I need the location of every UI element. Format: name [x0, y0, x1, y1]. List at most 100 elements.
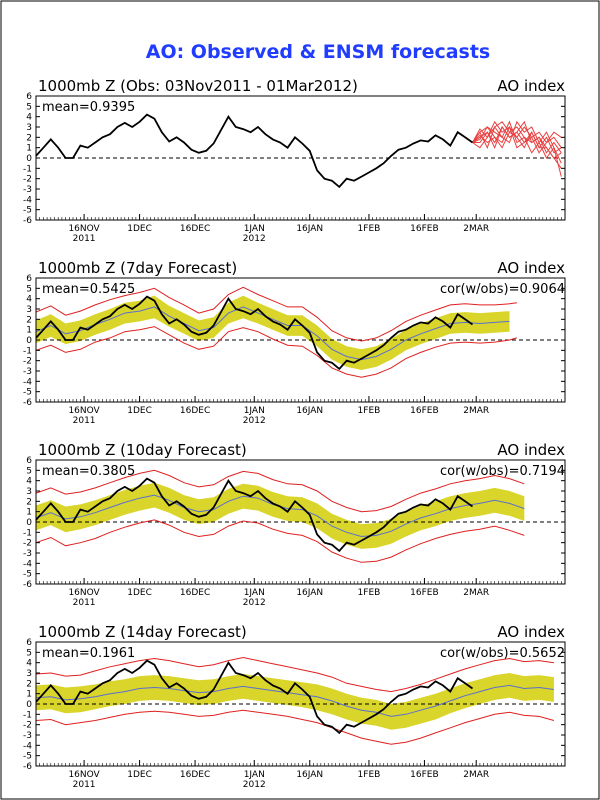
- y-tick-label: 0: [26, 518, 32, 528]
- y-tick-label: -5: [23, 570, 32, 580]
- y-tick-label: -4: [23, 559, 32, 569]
- panel-index-label: AO index: [497, 259, 565, 277]
- ensemble-lower-bound-line: [35, 519, 525, 563]
- x-tick-label: 16JAN: [296, 406, 323, 416]
- y-tick-label: -1: [23, 710, 32, 720]
- x-tick-label: 16FEB: [410, 224, 439, 234]
- y-tick-label: -4: [23, 377, 32, 387]
- ensemble-spread-band: [36, 295, 510, 370]
- y-tick-label: 3: [26, 669, 32, 679]
- y-tick-label: -3: [23, 367, 32, 377]
- ensemble-mean-line: [35, 306, 510, 361]
- x-tick-label: 1JAN: [244, 406, 265, 416]
- ensemble-member-line: [472, 120, 562, 154]
- y-tick-label: -6: [23, 762, 32, 772]
- ensemble-upper-bound-line: [35, 656, 554, 693]
- y-tick-label: -6: [23, 580, 32, 590]
- y-tick-label: 1: [26, 508, 32, 518]
- x-tick-label: 1DEC: [127, 224, 152, 234]
- y-tick-label: 4: [26, 295, 32, 305]
- x-tick-label: 1JAN: [244, 770, 265, 780]
- y-tick-label: 6: [26, 456, 32, 466]
- panel-title: 1000mb Z (10day Forecast): [38, 441, 247, 459]
- x-tick-label: 2MAR: [463, 224, 489, 234]
- x-tick-label: 1DEC: [127, 406, 152, 416]
- y-tick-label: 2: [26, 133, 32, 143]
- y-tick-label: -2: [23, 175, 32, 185]
- x-tick-year-label: 2012: [243, 416, 266, 426]
- ensemble-member-line: [472, 120, 562, 154]
- ensemble-lower-bound-line: [35, 709, 555, 745]
- y-tick-label: -3: [23, 549, 32, 559]
- y-tick-label: 6: [26, 274, 32, 284]
- x-tick-label: 16DEC: [180, 406, 210, 416]
- x-tick-year-label: 2011: [73, 234, 96, 244]
- x-tick-label: 16NOV: [68, 406, 100, 416]
- y-tick-label: -4: [23, 741, 32, 751]
- y-tick-label: 3: [26, 487, 32, 497]
- ensemble-upper-bound-line: [35, 469, 525, 513]
- ensemble-mean-line: [35, 684, 554, 717]
- x-tick-label: 2MAR: [463, 588, 489, 598]
- y-tick-label: -5: [23, 388, 32, 398]
- y-tick-label: 5: [26, 284, 32, 294]
- y-tick-label: -2: [23, 357, 32, 367]
- panel-correlation-label: cor(w/obs)=0.9064: [440, 282, 565, 297]
- y-tick-label: -5: [23, 206, 32, 216]
- panel-index-label: AO index: [497, 623, 565, 641]
- ensemble-lower-bound-line: [35, 326, 518, 378]
- panel-correlation-label: cor(w/obs)=0.7194: [440, 464, 565, 479]
- panel-title: 1000mb Z (7day Forecast): [38, 259, 237, 277]
- x-tick-year-label: 2012: [243, 780, 266, 790]
- y-tick-label: 6: [26, 92, 32, 102]
- y-tick-label: 5: [26, 466, 32, 476]
- x-tick-label: 16NOV: [68, 770, 100, 780]
- x-tick-label: 1FEB: [358, 406, 381, 416]
- y-tick-label: 1: [26, 326, 32, 336]
- panel-observed: 1000mb Z (Obs: 03Nov2011 - 01Mar2012) AO…: [23, 77, 566, 244]
- observed-ao-line: [35, 477, 474, 553]
- x-tick-label: 1FEB: [358, 224, 381, 234]
- figure-title: AO: Observed & ENSM forecasts: [146, 41, 491, 63]
- y-tick-label: 0: [26, 154, 32, 164]
- x-tick-label: 16JAN: [296, 770, 323, 780]
- panel-title: 1000mb Z (Obs: 03Nov2011 - 01Mar2012): [38, 77, 358, 95]
- x-tick-label: 1DEC: [127, 770, 152, 780]
- y-tick-label: -1: [23, 528, 32, 538]
- ensemble-spread-band: [36, 482, 525, 549]
- y-tick-label: 3: [26, 305, 32, 315]
- x-tick-label: 1JAN: [244, 224, 265, 234]
- panel-14day-forecast: 1000mb Z (14day Forecast) AO index mean=…: [23, 623, 566, 790]
- y-tick-label: -2: [23, 721, 32, 731]
- x-tick-year-label: 2012: [243, 598, 266, 608]
- y-tick-label: -3: [23, 731, 32, 741]
- y-tick-label: -3: [23, 185, 32, 195]
- panel-10day-forecast: 1000mb Z (10day Forecast) AO index mean=…: [23, 441, 566, 608]
- y-tick-label: 2: [26, 315, 32, 325]
- x-tick-year-label: 2011: [73, 598, 96, 608]
- observed-ao-line: [35, 659, 474, 735]
- x-tick-label: 16JAN: [296, 224, 323, 234]
- ensemble-spread-band: [36, 673, 554, 730]
- panel-mean-label: mean=0.9395: [42, 100, 135, 115]
- x-tick-label: 16JAN: [296, 588, 323, 598]
- x-tick-year-label: 2011: [73, 780, 96, 790]
- x-tick-label: 2MAR: [463, 406, 489, 416]
- ensemble-upper-bound-line: [35, 286, 517, 342]
- observed-ao-line: [35, 295, 474, 371]
- y-tick-label: -6: [23, 398, 32, 408]
- panel-index-label: AO index: [497, 441, 565, 459]
- observed-ao-line: [35, 113, 474, 189]
- x-tick-label: 16FEB: [410, 406, 439, 416]
- x-tick-label: 1FEB: [358, 770, 381, 780]
- x-tick-label: 16DEC: [180, 224, 210, 234]
- x-tick-label: 16FEB: [410, 770, 439, 780]
- y-tick-label: -1: [23, 164, 32, 174]
- x-tick-year-label: 2012: [243, 234, 266, 244]
- ensemble-member-line: [472, 126, 562, 159]
- y-tick-label: 6: [26, 638, 32, 648]
- x-tick-label: 1JAN: [244, 588, 265, 598]
- x-tick-label: 2MAR: [463, 770, 489, 780]
- x-tick-label: 16NOV: [68, 224, 100, 234]
